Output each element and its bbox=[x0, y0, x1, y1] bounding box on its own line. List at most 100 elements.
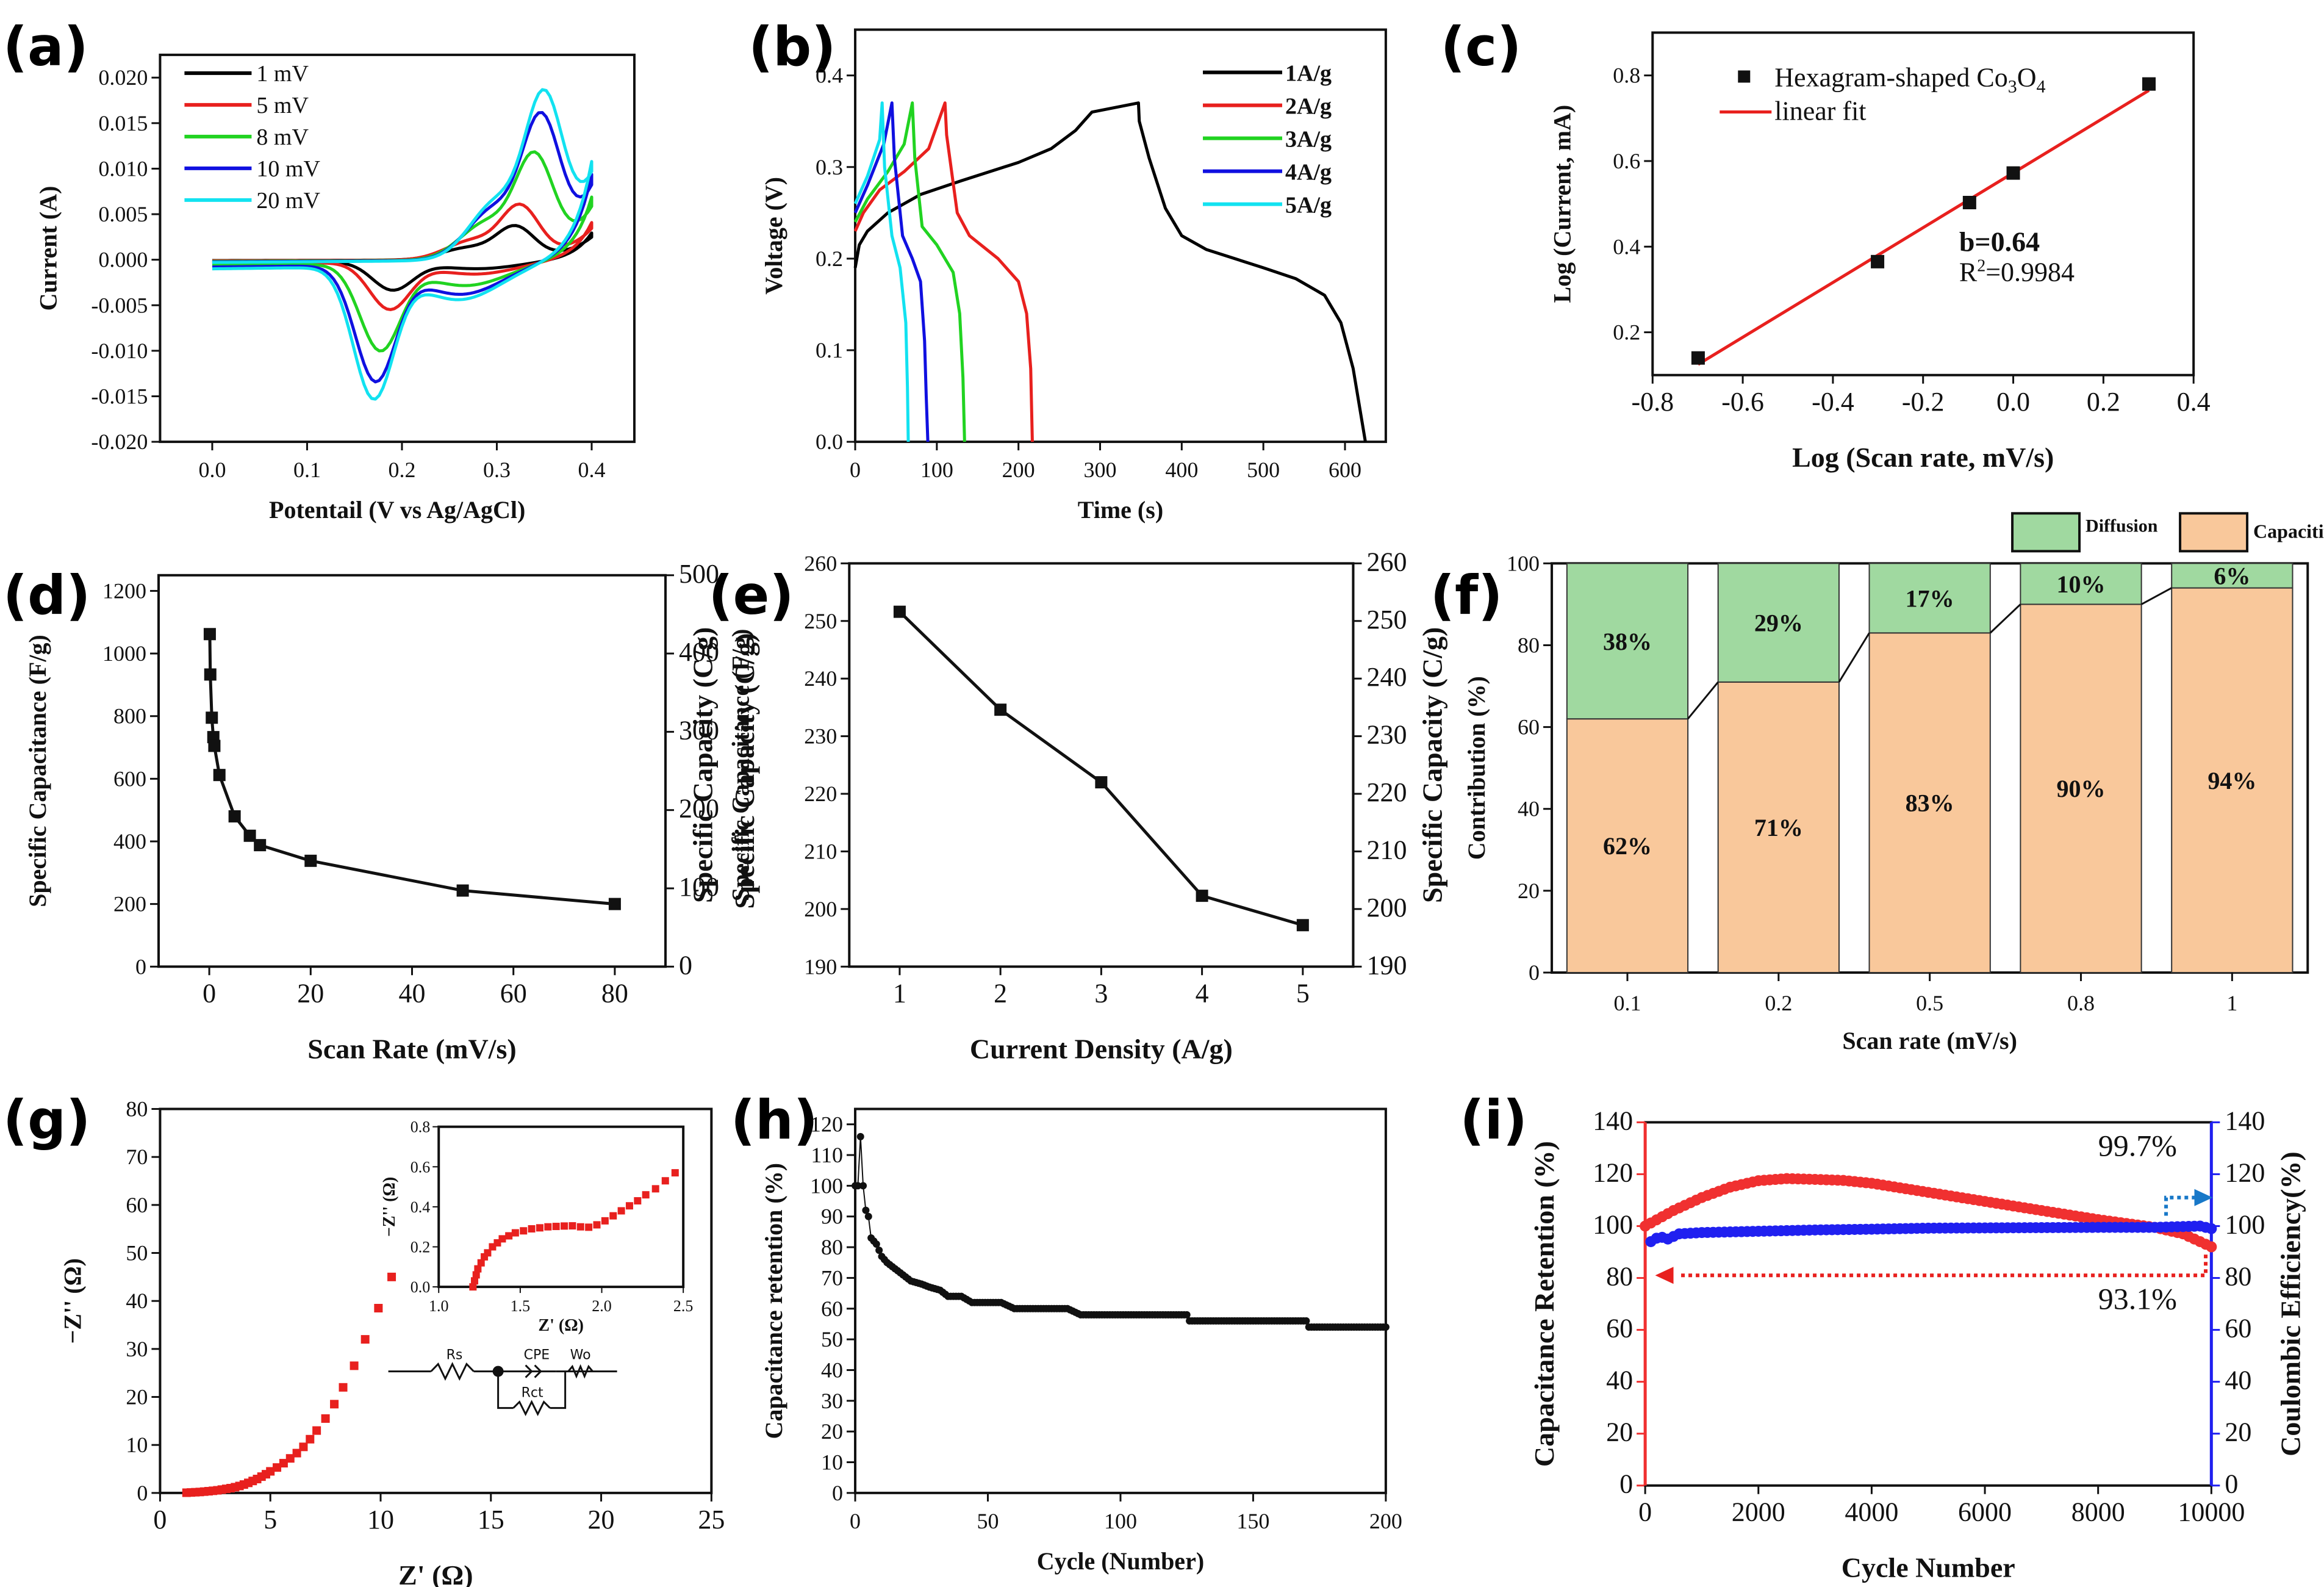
y-tick-label-right: 260 bbox=[1366, 547, 1407, 577]
data-point bbox=[1962, 195, 1976, 209]
data-point bbox=[254, 839, 267, 852]
x-tick-label: 0.0 bbox=[1996, 387, 2030, 417]
y-tick-label: 1000 bbox=[102, 641, 146, 666]
x-tick-label: 0.1 bbox=[293, 458, 321, 482]
x-tick-label: 80 bbox=[601, 978, 628, 1008]
gcd-curve-1A/g bbox=[853, 101, 1367, 442]
y-tick-label: 0.3 bbox=[816, 155, 843, 179]
data-point bbox=[299, 1442, 308, 1452]
x-tick-label: 0 bbox=[850, 458, 861, 482]
data-point bbox=[321, 1414, 330, 1423]
inset-data-point bbox=[609, 1212, 617, 1220]
x-axis-title: Cycle Number bbox=[1842, 1552, 2015, 1583]
y-tick-label: 0.8 bbox=[1613, 63, 1640, 88]
x-tick-label: 10000 bbox=[2178, 1497, 2245, 1527]
x-tick-label: 1 bbox=[893, 978, 906, 1008]
panel-label: (d) bbox=[3, 564, 90, 627]
x-tick-label: 0 bbox=[153, 1505, 167, 1535]
legend-label: 5 mV bbox=[256, 93, 309, 118]
y-tick-label-right: 220 bbox=[1366, 777, 1407, 807]
data-point bbox=[304, 854, 317, 867]
y-tick-label-right: 240 bbox=[1366, 662, 1407, 692]
inset-data-point bbox=[505, 1232, 513, 1240]
legend-label: 10 mV bbox=[256, 156, 320, 182]
y-tick-label: 250 bbox=[804, 609, 837, 633]
bar-diffusion bbox=[1717, 563, 1840, 683]
inset-y-tick-label: 0.8 bbox=[411, 1118, 431, 1136]
inset-data-point bbox=[536, 1224, 543, 1232]
y-tick-label-right: 210 bbox=[1366, 835, 1407, 865]
bar-capacitive bbox=[1868, 632, 1991, 973]
y-tick-label: 10 bbox=[126, 1433, 148, 1457]
circuit-label-cpe: CPE bbox=[524, 1348, 550, 1363]
y-tick-label: 60 bbox=[1606, 1314, 1633, 1344]
data-point bbox=[864, 1212, 872, 1220]
y-tick-label-right: 0 bbox=[679, 950, 692, 980]
y-tick-label: 40 bbox=[126, 1289, 148, 1313]
y-axis-title: Capacitance Retention (%) bbox=[1529, 1141, 1560, 1467]
retention-annotation: 93.1% bbox=[2098, 1282, 2177, 1316]
x-axis-title: Log (Scan rate, mV/s) bbox=[1792, 442, 2054, 473]
retention-arrowhead bbox=[1655, 1267, 1674, 1284]
y-tick-label-right: 40 bbox=[2225, 1366, 2251, 1395]
y-tick-label: 100 bbox=[1593, 1209, 1633, 1239]
y-tick-label: 0 bbox=[1619, 1469, 1633, 1499]
connector-line bbox=[1687, 681, 1719, 720]
x-tick-label: 400 bbox=[1165, 458, 1198, 482]
plot-frame bbox=[159, 53, 636, 444]
y-tick-label: 210 bbox=[804, 839, 837, 863]
y-tick-label: 0.2 bbox=[816, 247, 843, 271]
y-tick-label: 80 bbox=[126, 1097, 148, 1121]
y-tick-label: 0.4 bbox=[1613, 234, 1640, 259]
data-point bbox=[1196, 890, 1208, 902]
connector-line bbox=[2140, 587, 2172, 605]
y-tick-label: 800 bbox=[113, 704, 146, 729]
inset-data-point bbox=[484, 1249, 492, 1257]
data-point bbox=[2006, 166, 2020, 180]
x-tick-label: 200 bbox=[1002, 458, 1035, 482]
y-tick-label-right: 0 bbox=[2225, 1469, 2238, 1499]
data-point bbox=[862, 1206, 870, 1214]
x-tick-label: 1 bbox=[2226, 991, 2237, 1015]
inset-x-tick-label: 2.0 bbox=[592, 1297, 612, 1315]
data-point bbox=[339, 1383, 348, 1392]
data-point bbox=[1691, 351, 1705, 365]
linear-fit-line bbox=[1697, 89, 2150, 366]
bar-capacitive bbox=[1566, 718, 1689, 973]
y-tick-label: 40 bbox=[1518, 797, 1540, 821]
circuit-wire bbox=[550, 1371, 567, 1409]
y-tick-label: 260 bbox=[804, 551, 837, 575]
y-tick-label: 200 bbox=[113, 892, 146, 916]
inset-data-point bbox=[472, 1271, 480, 1279]
data-point bbox=[2142, 77, 2156, 91]
legend-swatch-diffusion bbox=[2011, 512, 2081, 553]
y-tick-label: 40 bbox=[821, 1358, 843, 1382]
x-tick-label: -0.6 bbox=[1721, 387, 1764, 417]
inset-data-point bbox=[568, 1222, 576, 1230]
cpe-element bbox=[525, 1364, 542, 1378]
y-tick-label: 0.6 bbox=[1613, 149, 1640, 173]
y-tick-label-right: 190 bbox=[1366, 950, 1407, 980]
gcd-curve-4A/g bbox=[853, 101, 930, 442]
x-axis-title: Z' (Ω) bbox=[398, 1560, 473, 1587]
y-tick-label-right: 250 bbox=[1366, 605, 1407, 635]
panel-g-nyquist-plot: (g) 0 10 20 30 40 50 60 70 80 0 5 10 15 20 25 Z' (Ω) −Z''… bbox=[3, 1089, 725, 1587]
y-tick-label: 20 bbox=[1518, 879, 1540, 903]
diffusion-label: 10% bbox=[2057, 570, 2106, 598]
y-tick-label: 0.020 bbox=[98, 65, 148, 90]
y-tick-label: -0.020 bbox=[91, 430, 148, 454]
x-tick-label: 0.2 bbox=[2087, 387, 2120, 417]
y-tick-label: 0 bbox=[1529, 960, 1540, 985]
data-point bbox=[374, 1303, 383, 1312]
ce-arrow bbox=[2164, 1195, 2195, 1216]
diffusion-label: 17% bbox=[1906, 585, 1954, 612]
y-tick-label: 0 bbox=[137, 1481, 148, 1505]
inset-data-point bbox=[661, 1177, 669, 1185]
x-tick-label: 0.0 bbox=[198, 458, 226, 482]
y-tick-label: 20 bbox=[126, 1385, 148, 1409]
bar-capacitive bbox=[2020, 603, 2142, 973]
panel-label: (e) bbox=[708, 564, 794, 627]
data-point bbox=[856, 1132, 864, 1140]
panel-label: (f) bbox=[1430, 564, 1503, 627]
